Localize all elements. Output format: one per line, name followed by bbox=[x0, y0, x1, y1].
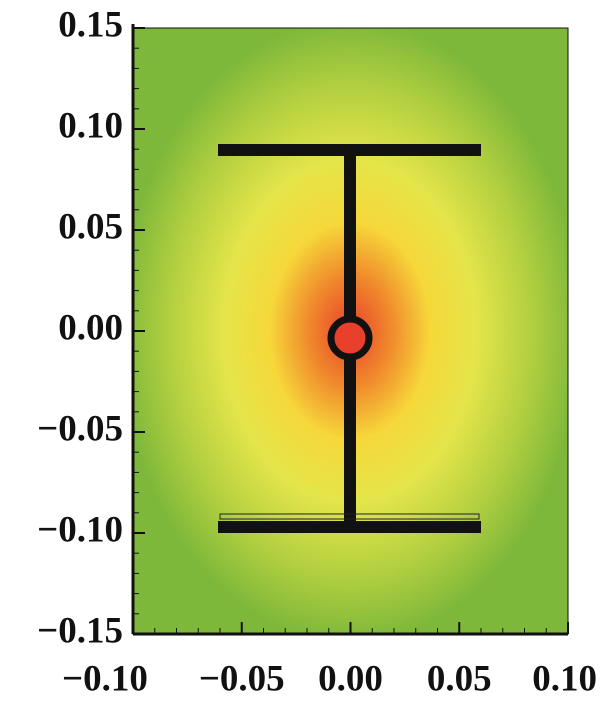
x-tick-label: 0.10 bbox=[532, 658, 597, 699]
y-tick-label: 0.05 bbox=[58, 206, 123, 247]
top-flange bbox=[218, 144, 481, 156]
bottom-flange bbox=[218, 521, 481, 533]
y-tick-label: −0.10 bbox=[37, 509, 123, 550]
bottom-outline bbox=[219, 513, 480, 520]
axes: 0.15 0.10 0.05 0.00 −0.05 −0.10 −0.15 −0.10 −0.0… bbox=[37, 4, 597, 699]
y-tick-label: −0.05 bbox=[37, 408, 123, 449]
x-tick-label: 0.00 bbox=[318, 658, 383, 699]
y-tick-label: 0.10 bbox=[58, 105, 123, 146]
y-tick-label: −0.15 bbox=[37, 610, 123, 651]
i-beam bbox=[218, 144, 481, 533]
x-tick-label: −0.10 bbox=[62, 658, 148, 699]
x-tick-label: 0.05 bbox=[427, 658, 492, 699]
y-tick-label: 0.00 bbox=[58, 307, 123, 348]
x-tick-label: −0.05 bbox=[199, 658, 285, 699]
y-tick-label: 0.15 bbox=[58, 4, 123, 45]
circle bbox=[327, 315, 373, 361]
